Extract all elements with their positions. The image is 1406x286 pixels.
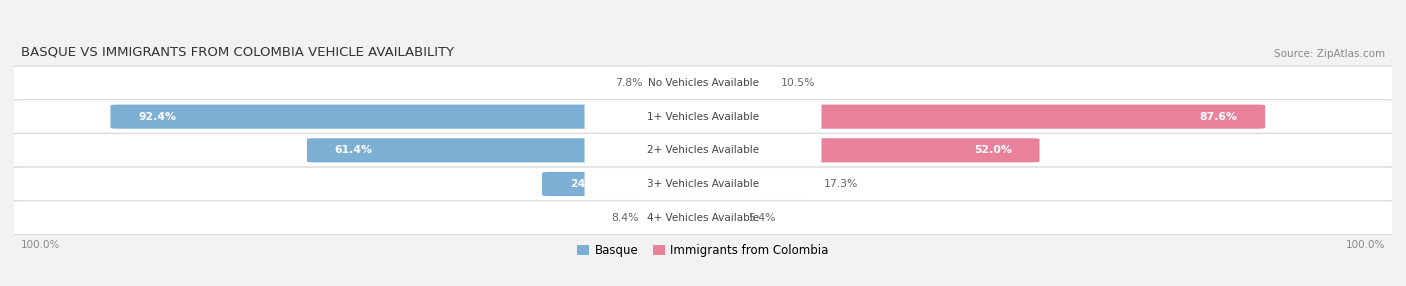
Text: 10.5%: 10.5%	[780, 78, 815, 88]
Text: No Vehicles Available: No Vehicles Available	[648, 78, 758, 88]
FancyBboxPatch shape	[10, 167, 1396, 201]
Text: 61.4%: 61.4%	[335, 145, 373, 155]
FancyBboxPatch shape	[585, 138, 821, 163]
Text: 92.4%: 92.4%	[138, 112, 176, 122]
Text: BASQUE VS IMMIGRANTS FROM COLOMBIA VEHICLE AVAILABILITY: BASQUE VS IMMIGRANTS FROM COLOMBIA VEHIC…	[21, 46, 454, 59]
FancyBboxPatch shape	[696, 105, 1265, 129]
FancyBboxPatch shape	[696, 138, 1039, 162]
Text: 8.4%: 8.4%	[612, 213, 638, 223]
Text: 7.8%: 7.8%	[614, 78, 643, 88]
FancyBboxPatch shape	[585, 70, 821, 96]
Text: 3+ Vehicles Available: 3+ Vehicles Available	[647, 179, 759, 189]
Text: 100.0%: 100.0%	[21, 240, 60, 250]
FancyBboxPatch shape	[307, 138, 710, 162]
FancyBboxPatch shape	[696, 172, 820, 196]
Text: 24.3%: 24.3%	[569, 179, 607, 189]
Text: Source: ZipAtlas.com: Source: ZipAtlas.com	[1274, 49, 1385, 59]
FancyBboxPatch shape	[647, 71, 710, 95]
FancyBboxPatch shape	[111, 105, 710, 129]
Text: 17.3%: 17.3%	[824, 179, 858, 189]
FancyBboxPatch shape	[543, 172, 710, 196]
FancyBboxPatch shape	[10, 100, 1396, 134]
Text: 87.6%: 87.6%	[1199, 112, 1237, 122]
Text: 1+ Vehicles Available: 1+ Vehicles Available	[647, 112, 759, 122]
FancyBboxPatch shape	[696, 71, 776, 95]
FancyBboxPatch shape	[585, 171, 821, 197]
Text: 5.4%: 5.4%	[748, 213, 776, 223]
Legend: Basque, Immigrants from Colombia: Basque, Immigrants from Colombia	[572, 239, 834, 262]
FancyBboxPatch shape	[10, 66, 1396, 100]
FancyBboxPatch shape	[696, 206, 744, 230]
FancyBboxPatch shape	[585, 205, 821, 231]
Text: 100.0%: 100.0%	[1346, 240, 1385, 250]
Text: 2+ Vehicles Available: 2+ Vehicles Available	[647, 145, 759, 155]
Text: 4+ Vehicles Available: 4+ Vehicles Available	[647, 213, 759, 223]
FancyBboxPatch shape	[10, 201, 1396, 235]
FancyBboxPatch shape	[643, 206, 710, 230]
Text: 52.0%: 52.0%	[974, 145, 1012, 155]
FancyBboxPatch shape	[10, 133, 1396, 167]
FancyBboxPatch shape	[585, 104, 821, 130]
